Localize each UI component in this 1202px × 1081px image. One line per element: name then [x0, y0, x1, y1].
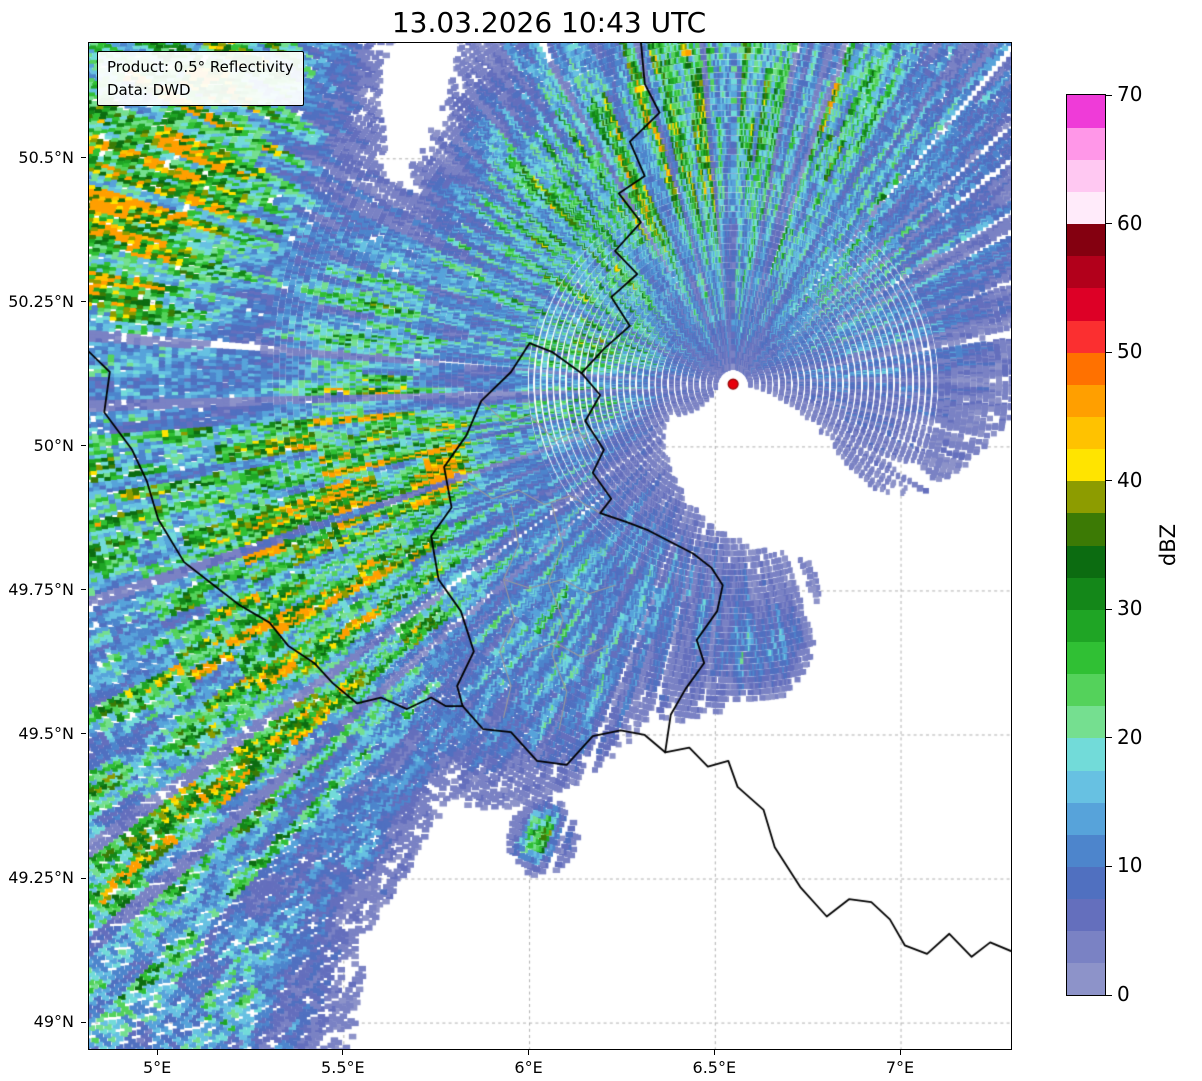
- colorbar-tick-label: 10: [1117, 853, 1143, 878]
- colorbar-segment: [1067, 673, 1105, 707]
- product-label: Product: 0.5° Reflectivity: [107, 58, 294, 76]
- x-tick-mark: [342, 1050, 344, 1055]
- colorbar-segment: [1067, 802, 1105, 835]
- colorbar-tick-mark: [1106, 223, 1112, 225]
- y-tick-label: 50.25°N: [8, 291, 74, 311]
- colorbar-segment: [1067, 930, 1105, 964]
- colorbar-segment: [1067, 577, 1105, 610]
- colorbar-segment: [1067, 191, 1105, 225]
- product-info-box: Product: 0.5° Reflectivity Data: DWD: [97, 51, 304, 106]
- y-tick-label: 49.75°N: [8, 579, 74, 599]
- y-tick-mark: [81, 733, 86, 735]
- y-tick-mark: [81, 301, 86, 303]
- colorbar-tick-label: 60: [1117, 210, 1143, 235]
- colorbar-segment: [1067, 962, 1105, 996]
- colorbar-segment: [1067, 512, 1105, 546]
- x-tick-mark: [528, 1050, 530, 1055]
- x-tick-mark: [156, 1050, 158, 1055]
- y-tick-mark: [81, 157, 86, 159]
- colorbar-axis-label: dBZ: [1156, 523, 1180, 567]
- y-tick-label: 49°N: [33, 1012, 74, 1032]
- colorbar-tick-mark: [1106, 351, 1112, 353]
- colorbar-segment: [1067, 223, 1105, 257]
- colorbar-segment: [1067, 866, 1105, 900]
- colorbar-segment: [1067, 609, 1105, 643]
- colorbar-tick-mark: [1106, 608, 1112, 610]
- colorbar-tick-label: 40: [1117, 467, 1143, 492]
- colorbar-segment: [1067, 705, 1105, 739]
- colorbar-segment: [1067, 641, 1105, 675]
- colorbar-segment: [1067, 320, 1105, 353]
- colorbar-tick-label: 30: [1117, 596, 1143, 621]
- colorbar-segment: [1067, 95, 1105, 128]
- colorbar-tick-label: 70: [1117, 82, 1143, 106]
- colorbar-segment: [1067, 127, 1105, 160]
- colorbar-segment: [1067, 416, 1105, 450]
- y-tick-mark: [81, 1021, 86, 1023]
- colorbar-segment: [1067, 384, 1105, 418]
- colorbar-tick-mark: [1106, 865, 1112, 867]
- colorbar-tick-mark: [1106, 994, 1112, 996]
- y-tick-label: 50.5°N: [18, 147, 74, 167]
- colorbar-tick-mark: [1106, 737, 1112, 739]
- colorbar-tick-label: 50: [1117, 339, 1143, 364]
- colorbar-segment: [1067, 898, 1105, 932]
- colorbar-segment: [1067, 834, 1105, 868]
- colorbar-segment: [1067, 770, 1105, 803]
- colorbar-tick-mark: [1106, 480, 1112, 482]
- y-tick-mark: [81, 877, 86, 879]
- colorbar-segment: [1067, 255, 1105, 289]
- colorbar-tick-label: 20: [1117, 724, 1143, 749]
- radar-map-canvas: [89, 43, 1011, 1049]
- x-tick-mark: [899, 1050, 901, 1055]
- x-tick-label: 7°E: [885, 1058, 915, 1077]
- colorbar-segment: [1067, 737, 1105, 771]
- y-tick-mark: [81, 445, 86, 447]
- map-plot-area: Product: 0.5° Reflectivity Data: DWD: [88, 42, 1012, 1050]
- data-source-label: Data: DWD: [107, 80, 191, 99]
- colorbar-tick-mark: [1106, 94, 1112, 96]
- colorbar-segment: [1067, 545, 1105, 578]
- x-tick-label: 5.5°E: [321, 1058, 365, 1077]
- colorbar-tick-label: 0: [1117, 982, 1130, 1006]
- colorbar-segment: [1067, 352, 1105, 385]
- x-tick-label: 6.5°E: [692, 1058, 737, 1077]
- y-tick-label: 49.25°N: [8, 868, 74, 888]
- colorbar-segment: [1067, 448, 1105, 482]
- y-tick-label: 49.5°N: [18, 723, 74, 743]
- figure-title: 13.03.2026 10:43 UTC: [391, 6, 707, 39]
- x-tick-label: 6°E: [514, 1058, 543, 1077]
- colorbar-segment: [1067, 287, 1105, 321]
- x-tick-label: 5°E: [142, 1058, 172, 1077]
- colorbar-segment: [1067, 159, 1105, 193]
- y-tick-label: 50°N: [33, 435, 74, 455]
- colorbar-segment: [1067, 480, 1105, 514]
- y-tick-mark: [81, 589, 86, 591]
- x-tick-mark: [713, 1050, 715, 1055]
